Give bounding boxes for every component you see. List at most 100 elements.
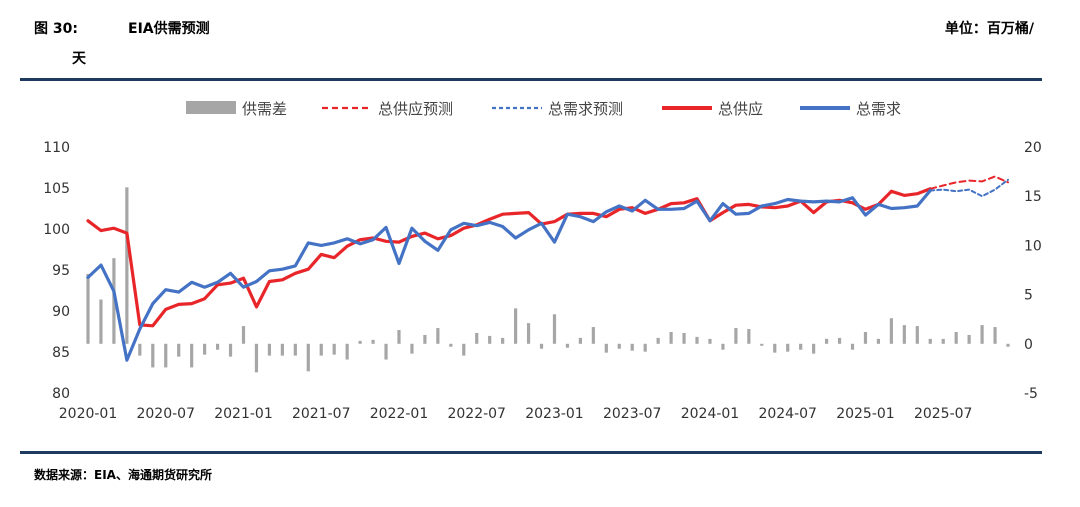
unit-label: 单位：百万桶/	[944, 21, 1034, 37]
legend-label: 总供应	[718, 100, 763, 118]
gap-bar	[190, 343, 194, 368]
gap-bar	[125, 187, 129, 344]
right-tick-label: 10	[1024, 238, 1042, 254]
gap-bar	[462, 343, 466, 356]
gap-bar	[86, 273, 90, 344]
gap-bar	[345, 343, 349, 360]
gap-bar	[656, 337, 660, 344]
gap-bar	[682, 332, 686, 344]
gap-bar	[578, 337, 582, 344]
gap-bar	[721, 343, 725, 350]
gap-bar	[488, 335, 492, 344]
gap-bar	[967, 334, 971, 344]
gap-bar	[138, 343, 142, 356]
legend-label: 供需差	[242, 100, 287, 118]
legend-label: 总供应预测	[378, 100, 453, 118]
gap-bar	[837, 337, 842, 344]
gap-bar	[203, 343, 207, 355]
top-rule	[20, 78, 1042, 81]
gap-bar	[332, 343, 336, 355]
gap-bar	[915, 326, 919, 344]
gap-bar	[539, 343, 544, 349]
gap-bar	[501, 337, 505, 344]
gap-bar	[695, 336, 699, 344]
left-tick-label: 110	[43, 140, 70, 156]
legend: 供需差 总供应预测 总需求预测 总供应 总需求	[186, 100, 901, 118]
left-axis-ticks: 80 85 90 95 100 105 110	[43, 140, 70, 402]
series-lines	[86, 175, 1009, 362]
gap-bar	[708, 338, 712, 344]
x-tick-label: 2023-01	[525, 406, 584, 422]
x-tick-label: 2020-07	[136, 406, 195, 422]
right-tick-label: 20	[1024, 140, 1042, 156]
gap-bar	[747, 329, 751, 344]
gap-bar	[941, 338, 945, 344]
gap-bar	[812, 343, 816, 354]
gap-bar	[591, 327, 595, 344]
bottom-rule	[20, 451, 1042, 454]
source-note: 数据来源：EIA、海通期货研究所	[34, 468, 212, 482]
x-tick-label: 2021-01	[214, 406, 273, 422]
legend-swatch-bar	[186, 101, 236, 114]
left-tick-label: 90	[52, 304, 70, 320]
unit-label-continued: 天	[72, 51, 86, 67]
gap-bar	[267, 343, 272, 356]
demand-line	[86, 188, 932, 362]
right-tick-label: 0	[1024, 337, 1033, 353]
gap-bar	[151, 343, 155, 368]
gap-bar	[99, 299, 103, 344]
gap-bar	[215, 343, 220, 350]
gap-bar	[384, 343, 388, 360]
right-tick-label: 15	[1024, 189, 1042, 205]
x-tick-label: 2020-01	[59, 406, 118, 422]
gap-bar	[617, 343, 621, 349]
supply-line	[86, 187, 932, 328]
gap-bar	[630, 343, 634, 351]
gap-bar	[980, 325, 984, 344]
gap-bar	[902, 325, 906, 344]
gap-bar	[889, 318, 893, 344]
gap-bar	[319, 343, 323, 356]
gap-bars	[86, 187, 1010, 373]
legend-label: 总需求预测	[548, 100, 623, 118]
gap-bar	[824, 338, 829, 344]
left-tick-label: 80	[52, 386, 70, 402]
gap-bar	[643, 343, 647, 352]
left-tick-label: 85	[52, 345, 70, 361]
x-tick-label: 2025-01	[836, 406, 895, 422]
chart-title: EIA供需预测	[128, 21, 210, 37]
gap-bar	[850, 343, 855, 350]
gap-bar	[1006, 343, 1010, 347]
gap-bar	[423, 334, 427, 344]
gap-bar	[799, 343, 803, 350]
x-tick-label: 2023-07	[603, 406, 662, 422]
gap-bar	[863, 331, 868, 344]
left-tick-label: 105	[43, 181, 70, 197]
gap-bar	[773, 343, 777, 353]
gap-bar	[280, 343, 284, 356]
gap-bar	[514, 308, 518, 344]
gap-bar	[734, 328, 738, 344]
left-tick-label: 100	[43, 222, 70, 238]
gap-bar	[164, 343, 168, 368]
legend-label: 总需求	[856, 100, 901, 118]
gap-bar	[475, 332, 479, 344]
gap-bar	[876, 338, 881, 344]
gap-bar	[954, 331, 958, 344]
gap-bar	[526, 323, 531, 344]
figure-number: 图 30:	[34, 21, 78, 37]
x-tick-label: 2025-07	[914, 406, 973, 422]
supply-forecast-line	[929, 175, 1009, 190]
gap-bar	[293, 343, 297, 356]
x-tick-label: 2024-07	[758, 406, 817, 422]
demand-forecast-line	[929, 178, 1009, 198]
gap-bar	[397, 330, 401, 344]
gap-bar	[993, 327, 997, 344]
gap-bar	[552, 314, 557, 344]
gap-bar	[358, 340, 362, 344]
gap-bar	[786, 343, 790, 352]
gap-bar	[177, 343, 181, 357]
gap-bar	[241, 326, 246, 344]
x-tick-label: 2024-01	[681, 406, 740, 422]
